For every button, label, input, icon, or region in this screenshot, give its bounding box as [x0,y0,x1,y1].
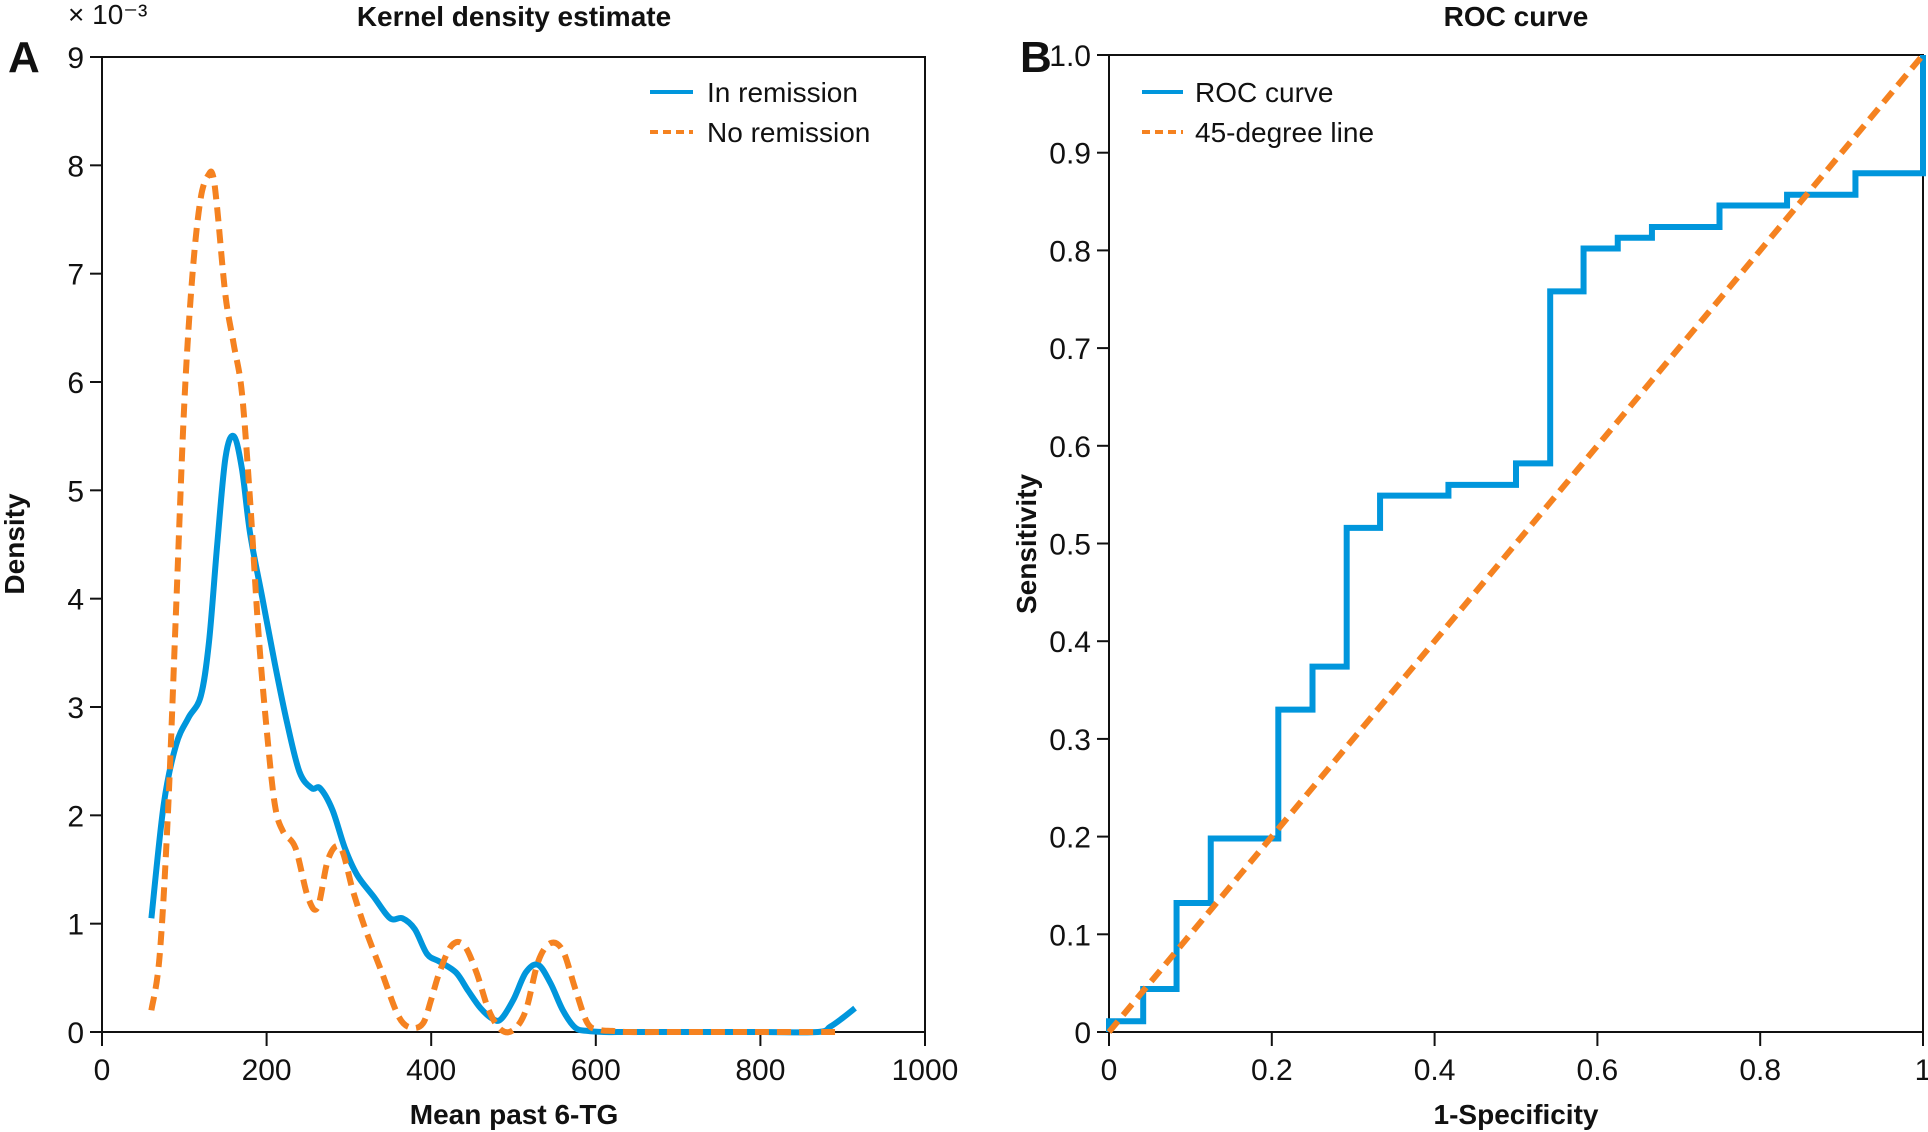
y-tick-label: 0.1 [1049,919,1091,952]
legend-label-roc-curve: ROC curve [1195,77,1333,108]
x-axis-b: 0 0.2 0.4 0.6 0.8 1 [1101,1032,1928,1087]
series-group-b [1106,53,1926,1034]
y-tick-label: 0.5 [1049,529,1091,562]
x-tick-label: 1 [1915,1054,1928,1087]
x-tick-label: 0 [1101,1054,1118,1087]
chart-title-a: Kernel density estimate [357,1,671,32]
x-tick-label: 200 [242,1054,292,1087]
legend-a: In remission No remission [650,77,870,148]
x-tick-label: 400 [406,1054,456,1087]
y-tick-label: 7 [67,259,84,292]
panel-letter-a: A [8,33,40,82]
x-axis-a: 0 200 400 600 800 1000 [94,1032,959,1087]
panel-b-roc-chart: B ROC curve 0 0.1 0.2 0.3 0.4 0.5 0.6 0.7 0.8 0.9… [1011,1,1928,1130]
y-tick-label: 5 [67,475,84,508]
y-tick-label: 0 [1074,1017,1091,1050]
x-tick-label: 0.2 [1251,1054,1293,1087]
y-tick-label: 1.0 [1049,40,1091,73]
y-tick-label: 0.6 [1049,431,1091,464]
panel-a-kde-chart: A × 10⁻³ Kernel density estimate 0 1 2 3 4 5 6… [0,0,958,1130]
series-line-no-remission [148,168,843,1036]
y-tick-label: 3 [67,692,84,725]
y-tick-label: 1 [67,909,84,942]
y-axis-title-b: Sensitivity [1011,474,1042,614]
x-tick-label: 800 [735,1054,785,1087]
y-tick-label: 0.7 [1049,333,1091,366]
y-axis-title-a: Density [0,493,30,595]
x-tick-label: 0.8 [1739,1054,1781,1087]
x-tick-label: 0 [94,1054,111,1087]
chart-title-b: ROC curve [1444,1,1589,32]
x-axis-title-b: 1-Specificity [1434,1099,1599,1130]
x-tick-label: 600 [571,1054,621,1087]
y-axis-b: 0 0.1 0.2 0.3 0.4 0.5 0.6 0.7 0.8 0.9 1.0 [1049,40,1109,1050]
plot-frame-a [101,56,926,1033]
y-tick-label: 0.3 [1049,724,1091,757]
y-tick-label: 8 [67,150,84,183]
y-axis-a: 0 1 2 3 4 5 6 7 8 9 [67,42,102,1050]
series-group-a [148,168,857,1036]
series-line-in-remission [148,432,857,1036]
x-tick-label: 0.6 [1577,1054,1619,1087]
y-tick-label: 0.4 [1049,626,1091,659]
x-tick-label: 1000 [892,1054,959,1087]
legend-label-45-degree-line: 45-degree line [1195,117,1374,148]
legend-b: ROC curve 45-degree line [1142,77,1374,148]
y-tick-label: 9 [67,42,84,75]
series-line-roc-curve [1106,55,1926,1032]
y-tick-label: 0.8 [1049,235,1091,268]
y-tick-label: 0.9 [1049,138,1091,171]
y-multiplier-label: × 10⁻³ [68,0,147,30]
legend-label-no-remission: No remission [707,117,870,148]
y-tick-label: 0 [67,1017,84,1050]
x-axis-title-a: Mean past 6-TG [410,1099,618,1130]
y-tick-label: 2 [67,800,84,833]
y-tick-label: 0.2 [1049,822,1091,855]
y-tick-label: 6 [67,367,84,400]
legend-label-in-remission: In remission [707,77,858,108]
x-tick-label: 0.4 [1414,1054,1456,1087]
y-tick-label: 4 [67,584,84,617]
series-line-45-degree-line [1106,53,1926,1034]
panel-letter-b: B [1020,33,1052,82]
